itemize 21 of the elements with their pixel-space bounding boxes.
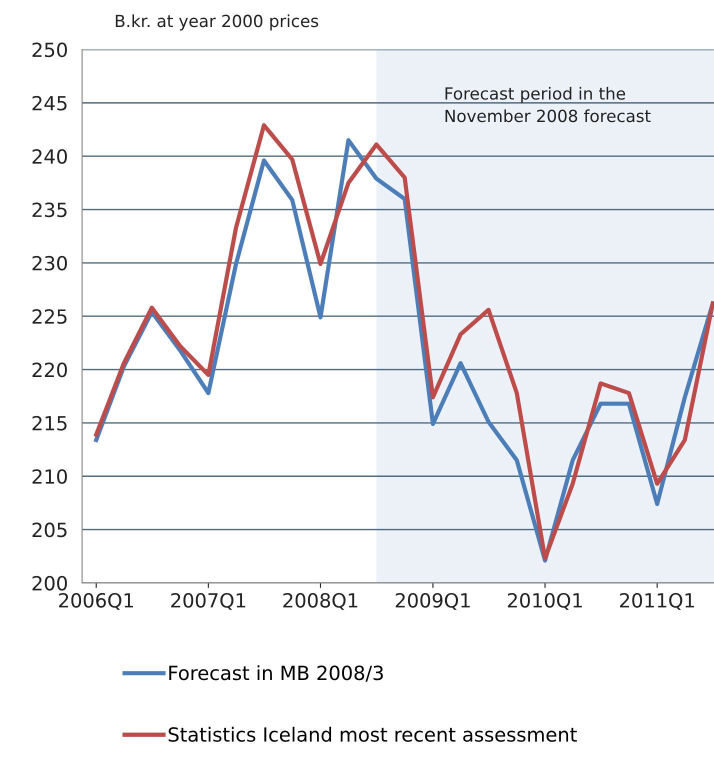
y-tick-label: 245: [32, 96, 67, 111]
y-tick-label: 210: [32, 469, 67, 484]
y-tick-label: 225: [32, 309, 67, 324]
y-axis-title: B.kr. at year 2000 prices: [116, 14, 318, 30]
x-tick-label: 2010Q1: [508, 592, 582, 610]
y-tick-label: 220: [32, 362, 67, 378]
x-tick-label: 2007Q1: [171, 592, 246, 610]
legend-label: Forecast in MB 2008/3: [169, 665, 383, 682]
y-tick-label: 215: [32, 416, 67, 431]
y-tick-label: 230: [32, 256, 67, 271]
y-tick-label: 240: [32, 149, 67, 164]
y-tick-label: 205: [32, 522, 67, 538]
x-tick-label: 2006Q1: [59, 592, 134, 610]
legend-label: Statistics Iceland most recent assessment: [168, 726, 577, 742]
y-tick-label: 200: [32, 576, 67, 591]
x-tick-label: 2011Q1: [620, 592, 694, 610]
x-tick-label: 2009Q1: [396, 592, 470, 610]
x-tick-label: 2008Q1: [283, 592, 358, 610]
band-label: Forecast period in the November 2008 forecast: [446, 86, 651, 122]
y-tick-label: 235: [32, 202, 67, 218]
y-tick-label: 250: [32, 42, 67, 58]
